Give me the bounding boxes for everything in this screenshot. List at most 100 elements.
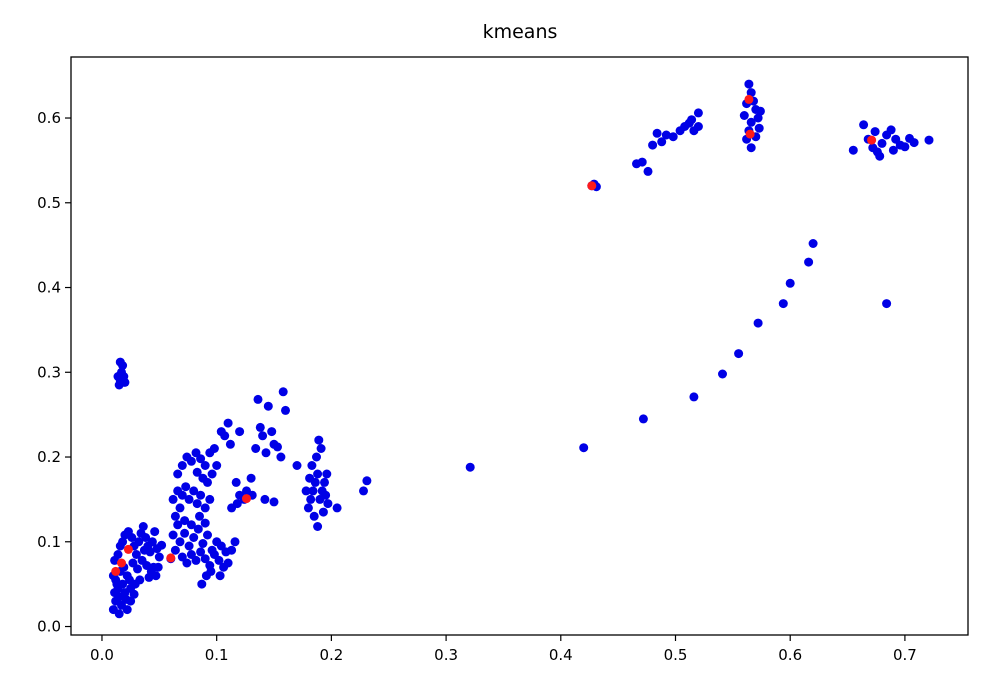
data-point <box>200 518 210 528</box>
plot-frame <box>70 56 969 636</box>
data-point <box>203 530 212 540</box>
data-point <box>192 499 202 509</box>
data-point <box>638 414 648 424</box>
data-point <box>753 318 763 328</box>
data-point <box>230 537 240 547</box>
data-point <box>322 469 332 479</box>
data-point <box>643 166 653 176</box>
data-point <box>320 477 329 487</box>
data-point <box>307 461 317 470</box>
data-point <box>118 579 128 589</box>
data-point <box>273 442 282 452</box>
data-point <box>909 138 919 148</box>
centroid-point <box>111 566 121 576</box>
data-point <box>198 539 208 548</box>
data-point <box>151 571 161 581</box>
data-point <box>205 494 215 504</box>
x-tick-label: 0.2 <box>319 646 343 664</box>
centroid-point <box>117 558 126 568</box>
data-point <box>746 117 756 127</box>
data-point <box>900 142 910 152</box>
data-point <box>687 115 697 125</box>
data-point <box>181 482 191 492</box>
data-point <box>755 106 765 116</box>
y-tick-label: 0.3 <box>37 363 61 381</box>
data-point <box>804 257 814 267</box>
data-point <box>193 524 203 534</box>
centroid-point <box>123 544 133 554</box>
y-tick-label: 0.4 <box>37 279 61 297</box>
centroid-point <box>587 181 597 191</box>
data-point <box>139 545 149 555</box>
data-point <box>170 511 180 521</box>
data-point <box>292 461 302 470</box>
data-point <box>214 555 224 565</box>
data-point <box>173 520 183 530</box>
x-tick-label: 0.1 <box>205 646 229 664</box>
data-point <box>189 533 199 542</box>
data-point <box>668 132 678 142</box>
data-point <box>877 138 887 148</box>
data-point <box>281 405 290 415</box>
data-point <box>693 108 703 118</box>
y-tick-label: 0.6 <box>37 109 61 127</box>
data-point <box>191 555 201 565</box>
data-point <box>195 511 204 521</box>
data-point <box>359 486 368 496</box>
data-point <box>113 550 123 559</box>
data-point <box>321 490 331 500</box>
data-point <box>144 572 154 582</box>
data-point <box>739 111 749 120</box>
data-point <box>870 127 880 137</box>
data-point <box>251 444 261 453</box>
data-point <box>196 547 206 557</box>
data-point <box>175 503 185 513</box>
data-point <box>778 299 788 309</box>
data-point <box>306 494 316 504</box>
data-point <box>313 522 323 531</box>
data-point <box>115 357 125 367</box>
data-point <box>225 439 235 449</box>
data-point <box>269 497 279 507</box>
data-point <box>652 128 662 138</box>
data-point <box>253 394 263 404</box>
data-point <box>848 145 858 155</box>
data-point <box>232 499 242 509</box>
data-point <box>175 537 185 547</box>
data-point <box>150 527 160 537</box>
data-point <box>648 140 658 150</box>
data-point <box>888 145 898 155</box>
x-tick-label: 0.7 <box>893 646 917 664</box>
data-point <box>157 540 167 550</box>
centroid-point <box>745 129 755 139</box>
data-point <box>309 511 319 521</box>
data-point <box>693 122 703 131</box>
data-point <box>196 490 206 500</box>
x-tick-label: 0.6 <box>778 646 802 664</box>
data-point <box>362 476 372 486</box>
x-tick-label: 0.5 <box>664 646 688 664</box>
data-point <box>227 545 237 555</box>
data-point <box>235 427 245 437</box>
x-tick-label: 0.3 <box>434 646 458 664</box>
data-point <box>180 528 190 538</box>
data-point <box>260 494 270 504</box>
data-point <box>200 503 210 513</box>
data-point <box>147 537 157 547</box>
data-point <box>579 443 589 453</box>
data-point <box>312 452 321 462</box>
data-point <box>661 130 671 140</box>
data-point <box>170 545 180 555</box>
data-point <box>135 575 145 585</box>
centroid-point <box>166 553 176 563</box>
data-point <box>314 435 324 445</box>
data-point <box>168 494 178 504</box>
data-point <box>746 88 756 98</box>
data-point <box>261 448 271 458</box>
data-point <box>689 392 699 402</box>
data-point <box>734 349 744 359</box>
data-point <box>220 431 230 441</box>
data-point <box>313 469 323 479</box>
data-point <box>173 469 183 479</box>
